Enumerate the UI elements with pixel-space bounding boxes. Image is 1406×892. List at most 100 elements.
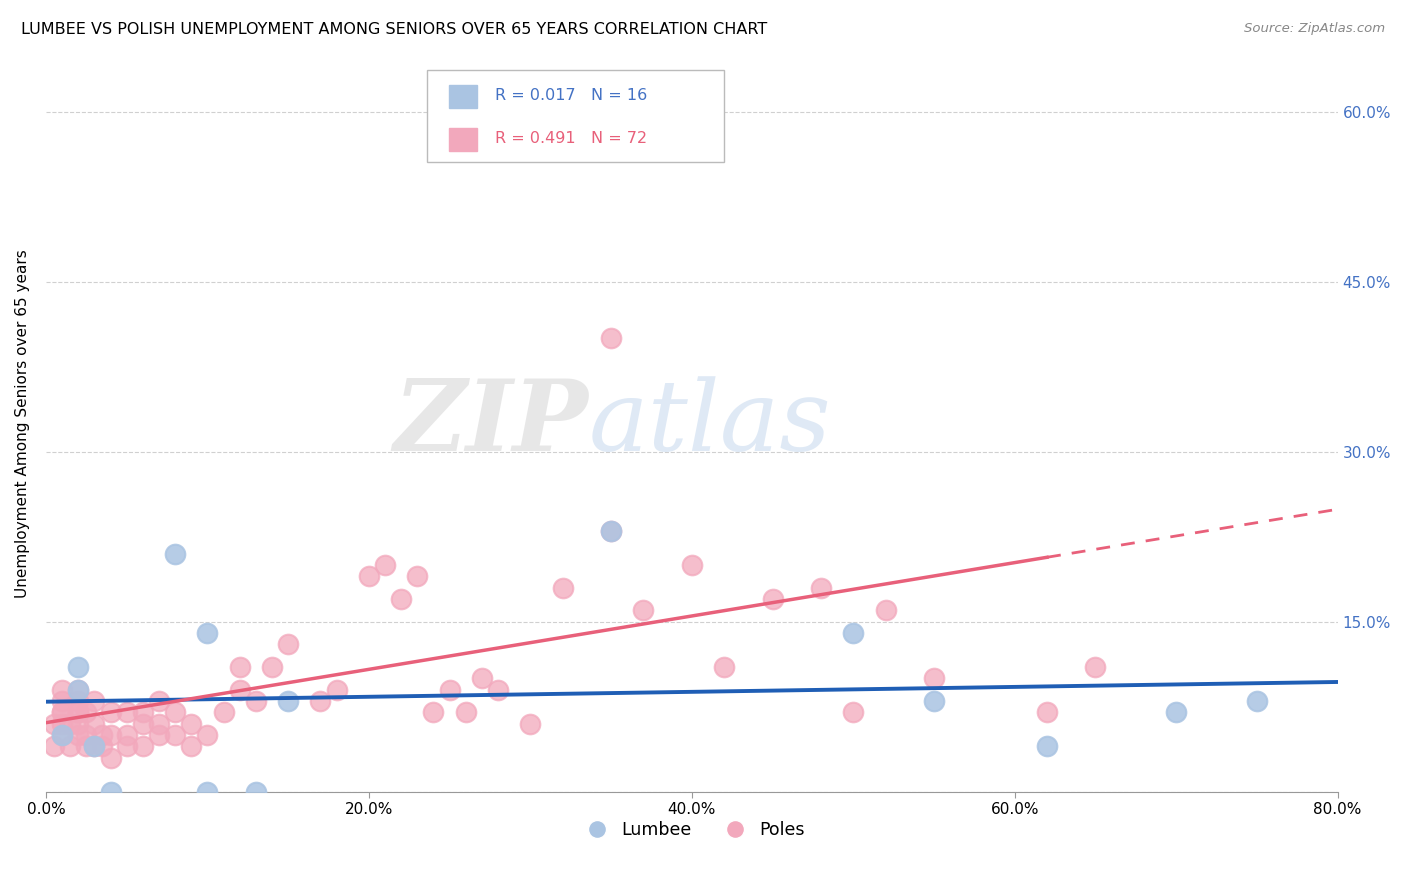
- Point: [180, 716, 202, 731]
- Point: [148, 694, 170, 708]
- Point: [245, 784, 267, 798]
- Text: R = 0.017   N = 16: R = 0.017 N = 16: [495, 88, 648, 103]
- Point: [115, 706, 138, 720]
- FancyBboxPatch shape: [449, 86, 478, 108]
- Point: [42, 739, 65, 754]
- Point: [132, 739, 155, 754]
- Point: [761, 592, 783, 607]
- Point: [471, 671, 494, 685]
- Point: [51, 706, 73, 720]
- Text: atlas: atlas: [589, 376, 831, 471]
- Point: [713, 660, 735, 674]
- Text: LUMBEE VS POLISH UNEMPLOYMENT AMONG SENIORS OVER 65 YEARS CORRELATION CHART: LUMBEE VS POLISH UNEMPLOYMENT AMONG SENI…: [21, 22, 768, 37]
- Point: [260, 660, 283, 674]
- Point: [309, 694, 332, 708]
- Point: [67, 716, 90, 731]
- Point: [67, 694, 90, 708]
- Point: [100, 706, 122, 720]
- Point: [600, 331, 623, 345]
- Point: [439, 682, 461, 697]
- Text: ZIP: ZIP: [394, 376, 589, 472]
- Point: [406, 569, 429, 583]
- Point: [67, 660, 90, 674]
- Point: [83, 739, 105, 754]
- Point: [922, 671, 945, 685]
- Point: [519, 716, 541, 731]
- Point: [75, 706, 97, 720]
- Point: [197, 626, 219, 640]
- Point: [67, 728, 90, 742]
- Point: [51, 716, 73, 731]
- Point: [842, 706, 865, 720]
- Point: [42, 716, 65, 731]
- Point: [197, 728, 219, 742]
- Point: [83, 716, 105, 731]
- Point: [51, 706, 73, 720]
- Point: [212, 706, 235, 720]
- Point: [197, 784, 219, 798]
- Point: [1036, 706, 1059, 720]
- Point: [100, 784, 122, 798]
- Point: [228, 660, 250, 674]
- FancyBboxPatch shape: [427, 70, 724, 162]
- Point: [486, 682, 509, 697]
- Point: [454, 706, 477, 720]
- Point: [245, 694, 267, 708]
- Point: [325, 682, 347, 697]
- Point: [115, 739, 138, 754]
- Point: [600, 524, 623, 538]
- Point: [374, 558, 396, 572]
- Point: [1084, 660, 1107, 674]
- Point: [165, 706, 187, 720]
- Point: [165, 728, 187, 742]
- Point: [277, 637, 299, 651]
- Point: [100, 728, 122, 742]
- Point: [100, 750, 122, 764]
- Point: [67, 706, 90, 720]
- Point: [132, 706, 155, 720]
- Point: [51, 694, 73, 708]
- Point: [67, 682, 90, 697]
- Point: [810, 581, 832, 595]
- Point: [51, 728, 73, 742]
- Text: Source: ZipAtlas.com: Source: ZipAtlas.com: [1244, 22, 1385, 36]
- Point: [681, 558, 703, 572]
- Point: [922, 694, 945, 708]
- Point: [875, 603, 897, 617]
- FancyBboxPatch shape: [449, 128, 478, 151]
- Point: [75, 739, 97, 754]
- Point: [148, 728, 170, 742]
- Point: [148, 716, 170, 731]
- Point: [228, 682, 250, 697]
- Point: [59, 739, 82, 754]
- Point: [67, 706, 90, 720]
- Point: [1166, 706, 1188, 720]
- Point: [842, 626, 865, 640]
- Point: [422, 706, 444, 720]
- Point: [51, 682, 73, 697]
- Point: [83, 739, 105, 754]
- Point: [83, 694, 105, 708]
- Point: [132, 716, 155, 731]
- Point: [180, 739, 202, 754]
- Point: [357, 569, 380, 583]
- Point: [91, 728, 114, 742]
- Point: [67, 682, 90, 697]
- Point: [165, 547, 187, 561]
- Point: [1246, 694, 1268, 708]
- Point: [59, 716, 82, 731]
- Y-axis label: Unemployment Among Seniors over 65 years: Unemployment Among Seniors over 65 years: [15, 249, 30, 598]
- Point: [75, 728, 97, 742]
- Point: [600, 104, 623, 119]
- Point: [277, 694, 299, 708]
- Text: R = 0.491   N = 72: R = 0.491 N = 72: [495, 131, 648, 146]
- Point: [91, 739, 114, 754]
- Point: [551, 581, 574, 595]
- Point: [115, 728, 138, 742]
- Legend: Lumbee, Poles: Lumbee, Poles: [572, 814, 811, 846]
- Point: [51, 728, 73, 742]
- Point: [389, 592, 412, 607]
- Point: [633, 603, 655, 617]
- Point: [1036, 739, 1059, 754]
- Point: [600, 524, 623, 538]
